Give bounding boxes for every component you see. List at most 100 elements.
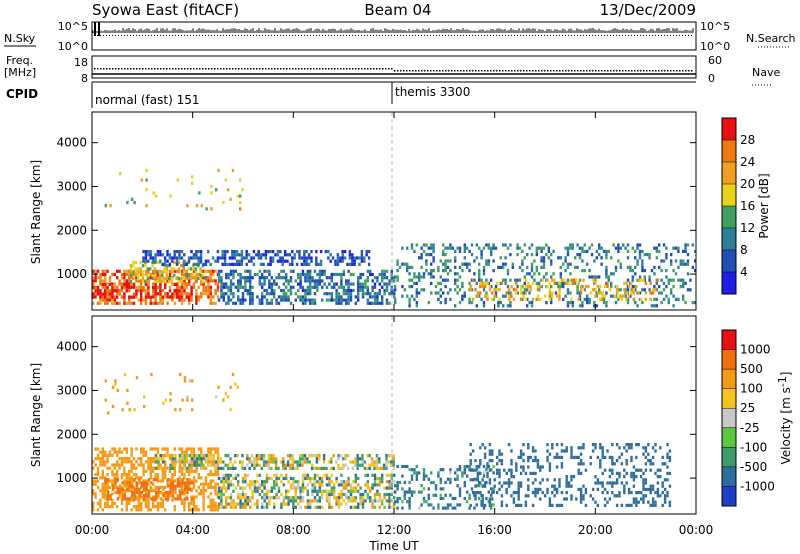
heatmap-cell [337,505,341,509]
heatmap-cell [558,297,561,301]
nave-sample [286,68,288,70]
heatmap-cell [287,298,290,302]
heatmap-cell [351,262,354,266]
heatmap-cell [410,493,414,497]
heatmap-cell [228,262,232,266]
heatmap-cell [106,286,109,290]
heatmap-cell [432,256,435,260]
heatmap-cell [401,246,404,250]
heatmap-cell [179,408,182,412]
heatmap-cell [202,501,205,505]
heatmap-cell [111,482,114,486]
nave-sample [151,68,153,70]
heatmap-cell [106,282,109,286]
heatmap-cell [256,486,259,490]
heatmap-cell [434,487,438,491]
heatmap-cell [164,463,167,467]
heatmap-cell [598,288,601,292]
nsearch-sample [157,35,158,36]
heatmap-cell [322,454,326,458]
heatmap-cell [173,289,176,293]
heatmap-cell [347,282,350,286]
heatmap-cell [265,502,269,506]
heatmap-cell [469,284,472,289]
heatmap-cell [178,479,181,483]
heatmap-cell [258,301,261,305]
heatmap-cell [446,291,450,295]
heatmap-cell [261,301,264,305]
heatmap-cell [217,466,220,470]
heatmap-cell [298,457,302,461]
heatmap-cell [282,288,285,293]
heatmap-cell [195,292,198,296]
heatmap-cell [135,473,138,477]
heatmap-cell [180,485,184,489]
heatmap-cell [116,485,119,489]
heatmap-cell [618,475,621,479]
heatmap-cell [378,288,381,293]
heatmap-cell [280,502,283,506]
heatmap-cell [550,285,553,289]
heatmap-cell [252,250,256,254]
heatmap-cell [249,279,252,283]
heatmap-cell [275,492,278,497]
heatmap-cell [236,385,239,389]
heatmap-cell [610,272,613,276]
heatmap-cell [207,447,210,451]
nsearch-sample [598,35,599,36]
heatmap-cell [401,464,404,469]
heatmap-cell [101,469,104,473]
heatmap-cell [352,499,355,503]
heatmap-cell [351,253,354,257]
heatmap-cell [240,253,244,257]
heatmap-cell [524,278,528,282]
heatmap-cell [665,256,668,260]
heatmap-cell [614,301,618,305]
heatmap-cell [156,473,160,477]
heatmap-cell [487,464,490,469]
heatmap-cell [564,246,567,250]
nave-sample [631,70,633,72]
heatmap-cell [442,262,445,266]
heatmap-cell [155,478,158,482]
heatmap-cell [119,490,122,495]
heatmap-cell [418,506,421,510]
heatmap-cell [534,494,537,498]
heatmap-cell [268,502,271,506]
heatmap-cell [620,503,624,507]
heatmap-cell [111,292,114,296]
time-axis: 00:00 04:00 08:00 12:00 16:00 20:00 00:00 [75,112,713,537]
heatmap-cell [306,269,309,273]
heatmap-cell [176,484,179,488]
nsearch-sample [178,35,179,36]
heatmap-cell [123,494,127,498]
heatmap-cell [195,250,198,254]
heatmap-cell [494,294,498,298]
heatmap-cell [635,491,638,495]
heatmap-cell [156,450,160,454]
heatmap-cell [562,262,565,266]
heatmap-cell [114,478,117,482]
heatmap-cell [539,297,542,301]
nave-sample [352,68,354,70]
heatmap-cell [212,447,215,451]
nave-sample [115,68,117,70]
heatmap-cell [181,457,184,461]
heatmap-cell [323,272,326,277]
heatmap-cell [608,468,612,472]
heatmap-cell [373,292,377,296]
heatmap-cell [603,487,607,491]
heatmap-cell [135,481,139,485]
heatmap-cell [471,468,475,472]
heatmap-cell [319,259,323,263]
heatmap-cell [475,503,478,507]
heatmap-cell [420,246,423,250]
heatmap-cell [141,280,145,284]
heatmap-cell [277,466,280,470]
heatmap-cell [137,270,140,274]
heatmap-cell [262,463,266,467]
heatmap-cell [111,469,114,473]
heatmap-cell [262,262,265,266]
heatmap-cell [626,301,630,305]
heatmap-cell [517,503,520,507]
